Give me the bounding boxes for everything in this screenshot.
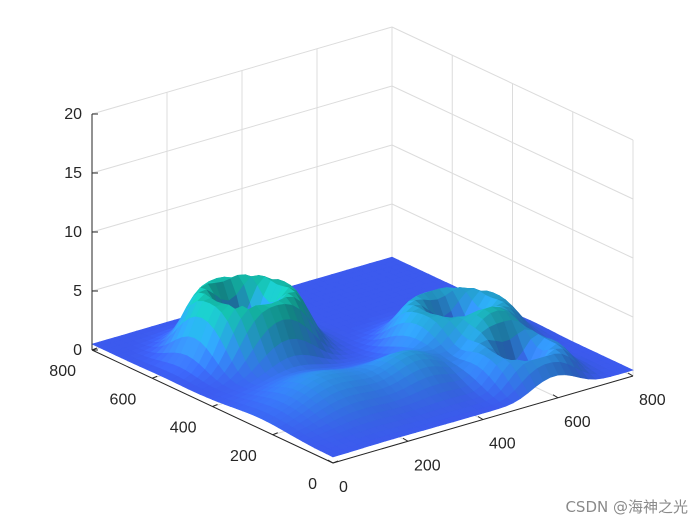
surface-patch (326, 451, 342, 458)
x-tick (552, 394, 559, 399)
x-tick (627, 372, 634, 377)
y-tick (272, 432, 278, 436)
x-tick-label: 0 (339, 479, 348, 496)
axes-lines (91, 113, 634, 464)
y-tick-label: 600 (110, 391, 137, 408)
x-tick (477, 416, 484, 420)
surface-mesh (91, 256, 634, 458)
z-tick-label: 10 (64, 224, 82, 241)
grid-line (391, 26, 634, 141)
z-tick-label: 15 (64, 165, 82, 182)
grid-line (391, 203, 634, 318)
z-tick-label: 20 (64, 106, 82, 123)
tick-labels: 0 5 10 15 20 0 200 400 600 800 0 200 400… (49, 106, 666, 496)
z-tick-label: 0 (73, 342, 82, 359)
x-tick-label: 600 (564, 414, 591, 431)
watermark: CSDN @海神之光 (565, 498, 688, 516)
x-tick-label: 200 (414, 457, 441, 474)
x-tick (402, 437, 409, 442)
y-tick-label: 0 (308, 476, 317, 493)
grid-line (391, 85, 634, 200)
grid-line (91, 26, 393, 115)
y-tick-label: 400 (170, 420, 197, 437)
y-tick (152, 375, 158, 379)
x-tick-label: 400 (489, 436, 516, 453)
z-tick-label: 5 (73, 283, 82, 300)
x-tick-label: 800 (639, 392, 666, 409)
x-tick (327, 459, 334, 464)
y-tick-label: 800 (49, 363, 76, 380)
grid-line (91, 144, 393, 233)
grid-line (391, 144, 634, 259)
y-tick (332, 460, 339, 464)
grid-line (91, 203, 393, 292)
y-tick-label: 200 (230, 448, 257, 465)
grid-line (91, 85, 393, 174)
y-tick (212, 404, 218, 407)
